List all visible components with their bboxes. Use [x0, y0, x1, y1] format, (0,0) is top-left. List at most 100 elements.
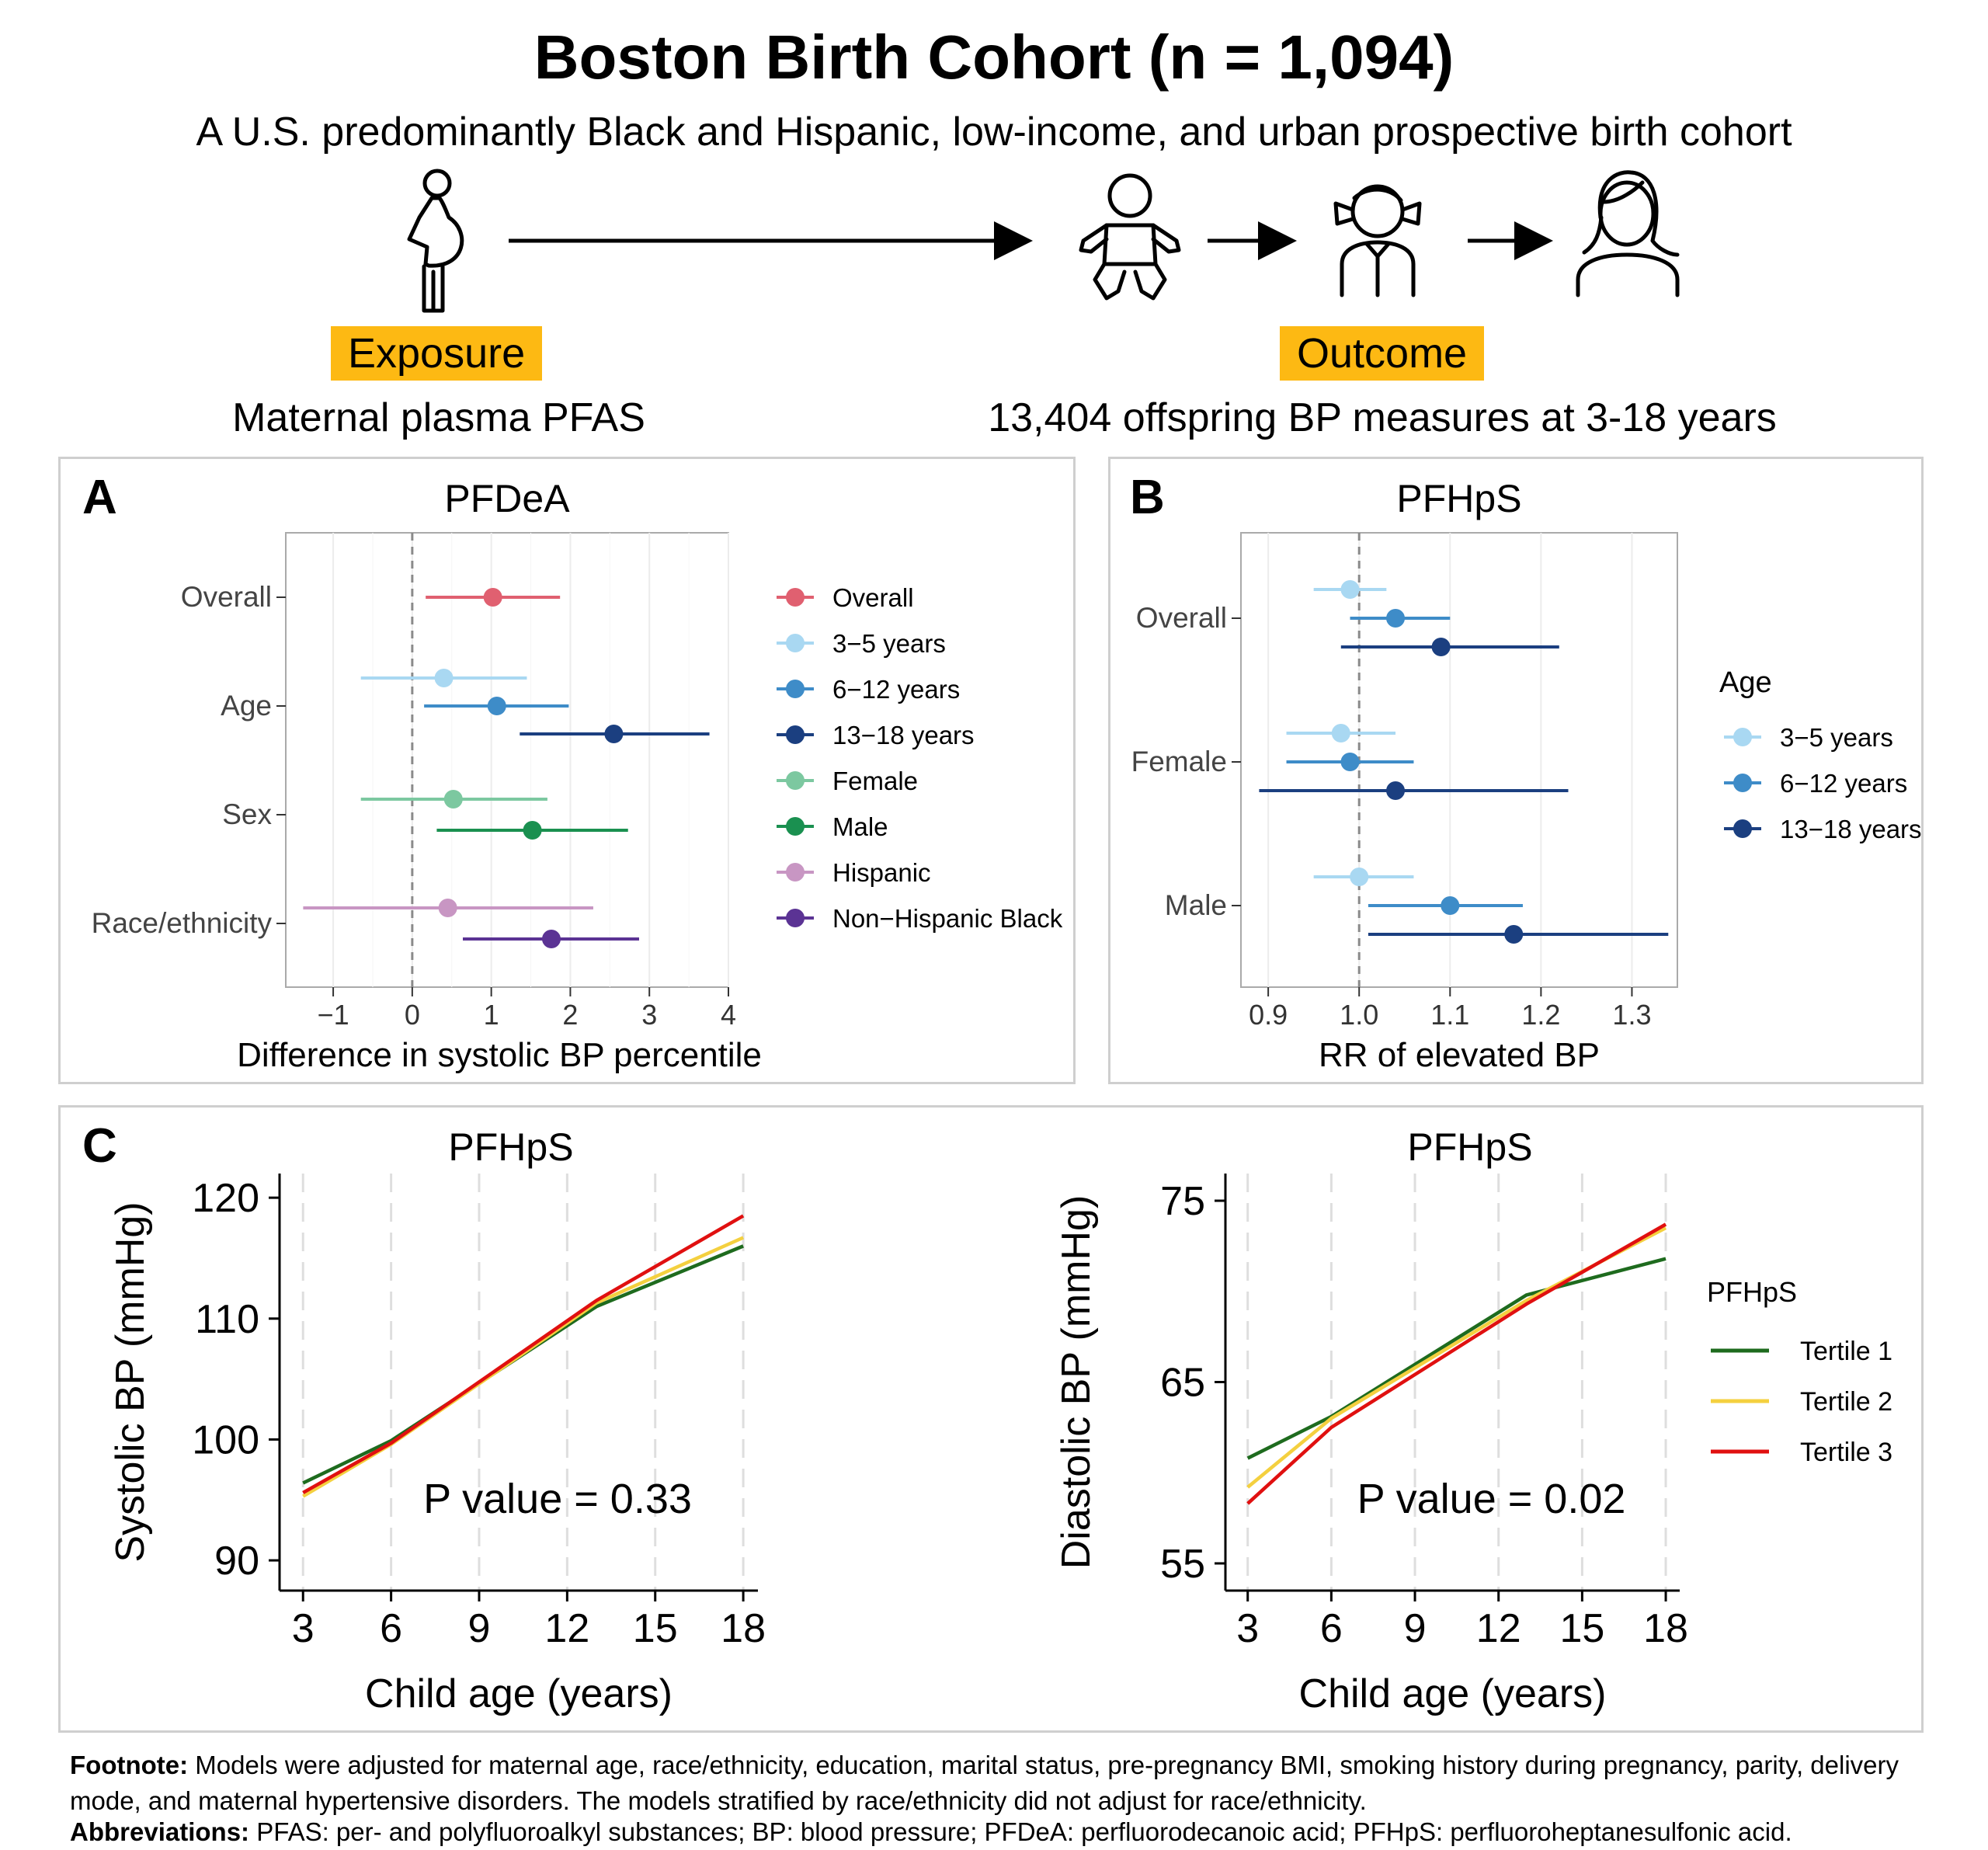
y-tick-label: Female [1131, 746, 1227, 777]
series-line [302, 1244, 744, 1485]
estimate-point [1431, 638, 1451, 656]
abbreviations-label: Abbreviations: [70, 1817, 250, 1846]
y-axis-label: Systolic BP (mmHg) [108, 1201, 153, 1562]
x-tick-label: 18 [721, 1606, 766, 1651]
y-tick-label: Age [221, 690, 272, 722]
legend-marker [1733, 774, 1752, 792]
p-value-annotation: P value = 0.02 [1357, 1476, 1626, 1522]
legend-label: 3−5 years [832, 629, 946, 658]
x-tick-label: 3 [1236, 1606, 1259, 1651]
x-axis-label: Child age (years) [1299, 1671, 1607, 1716]
estimate-point [483, 588, 502, 607]
panel-label-b: B [1130, 471, 1165, 524]
timeline [407, 169, 1680, 313]
footnote: Footnote: Models were adjusted for mater… [70, 1747, 1934, 1819]
exposure-tag: Exposure [331, 326, 543, 381]
legend-label: 3−5 years [1780, 723, 1893, 752]
panel-label-c: C [82, 1119, 117, 1173]
x-tick-label: 6 [1320, 1606, 1343, 1651]
y-tick-label: 65 [1160, 1361, 1205, 1406]
legend-label: Tertile 2 [1800, 1387, 1892, 1417]
estimate-point [438, 899, 457, 917]
legend-marker [786, 588, 805, 607]
x-tick-label: 9 [468, 1606, 491, 1651]
estimate-point [604, 725, 624, 743]
x-axis-label: Difference in systolic BP percentile [237, 1036, 762, 1074]
trajectory-plots: C PFHpS 3 6 9 12 15 18 90 100 110 120 Child age (yea… [82, 1119, 1892, 1716]
estimate-point [443, 790, 463, 809]
legend-marker [786, 909, 805, 927]
x-tick-label: 4 [721, 999, 736, 1031]
chart-title: PFHpS [1396, 477, 1521, 520]
legend-label: 6−12 years [832, 675, 960, 704]
estimate-point [487, 697, 506, 715]
pregnant-woman-icon [407, 169, 464, 313]
footnote-label: Footnote: [70, 1751, 189, 1779]
x-tick-label: 9 [1404, 1606, 1427, 1651]
estimate-point [1504, 925, 1524, 944]
series-line [1246, 1222, 1667, 1505]
child-icon [1333, 184, 1422, 297]
adolescent-icon [1576, 170, 1680, 297]
x-tick-label: 0 [405, 999, 420, 1031]
y-axis-label: Diastolic BP (mmHg) [1054, 1195, 1099, 1570]
panel-a: A PFDeA −1 0 1 2 3 4 Difference in systolic BP p… [58, 457, 1076, 1084]
panel-c: C PFHpS 3 6 9 12 15 18 90 100 110 120 Child age (yea… [58, 1105, 1924, 1733]
legend-label: Female [832, 767, 918, 795]
panel-label-a: A [82, 471, 117, 524]
estimate-point [1331, 724, 1350, 742]
y-tick-label: 75 [1160, 1179, 1205, 1224]
x-tick-label: 0.9 [1249, 999, 1288, 1031]
forest-plot-pfhps: B PFHpS 0.9 1.0 1.1 1.2 1.3 RR of elevated BP Ov… [1130, 471, 1922, 1074]
series-line [1246, 1257, 1667, 1460]
y-tick-label: Male [1165, 889, 1227, 921]
legend-marker [786, 771, 805, 790]
p-value-annotation: P value = 0.33 [423, 1476, 692, 1522]
footnote-text: Models were adjusted for maternal age, r… [70, 1751, 1899, 1815]
legend-marker [786, 680, 805, 698]
legend-label: 13−18 years [1780, 815, 1921, 843]
exposure-desc: Maternal plasma PFAS [232, 395, 645, 440]
legend-marker [786, 725, 805, 744]
abbreviations: Abbreviations: PFAS: per- and polyfluoro… [70, 1814, 1934, 1850]
legend-label: 6−12 years [1780, 769, 1907, 798]
legend-title: Age [1719, 666, 1772, 699]
abbreviations-text: PFAS: per- and polyfluoroalkyl substance… [249, 1817, 1792, 1846]
legend-label: Male [832, 812, 888, 841]
x-tick-label: 1.3 [1612, 999, 1651, 1031]
x-tick-label: 3 [292, 1606, 315, 1651]
plot-area [1240, 532, 1678, 988]
x-axis-label: Child age (years) [365, 1671, 673, 1716]
legend-label: Hispanic [832, 858, 931, 887]
x-tick-label: 1 [484, 999, 499, 1031]
outcome-desc: 13,404 offspring BP measures at 3-18 yea… [988, 395, 1777, 440]
x-tick-label: 2 [562, 999, 578, 1031]
x-tick-label: 6 [380, 1606, 402, 1651]
outcome-tag: Outcome [1280, 326, 1485, 381]
legend-label: Tertile 3 [1800, 1438, 1892, 1467]
panel-b: B PFHpS 0.9 1.0 1.1 1.2 1.3 RR of elevated BP Ov… [1108, 457, 1924, 1084]
y-tick-label: 120 [192, 1176, 259, 1221]
estimate-point [1340, 753, 1360, 771]
legend-marker [1733, 728, 1752, 746]
legend-label: 13−18 years [832, 721, 975, 749]
plot-area [285, 532, 729, 988]
estimate-point [1441, 896, 1460, 915]
diastolic-plot: PFHpS 3 6 9 12 15 18 55 65 75 Child age (years) Dia… [1054, 1125, 1688, 1716]
y-tick-label: 90 [214, 1539, 259, 1584]
estimate-point [1350, 868, 1369, 886]
figure-title: Boston Birth Cohort (n = 1,094) [533, 23, 1455, 92]
x-tick-label: 1.0 [1340, 999, 1378, 1031]
estimate-point [1386, 609, 1406, 628]
chart-title: PFHpS [448, 1125, 573, 1169]
chart-title: PFHpS [1407, 1125, 1532, 1169]
x-tick-label: 15 [633, 1606, 678, 1651]
x-tick-label: 3 [641, 999, 657, 1031]
y-tick-label: 100 [192, 1417, 259, 1462]
estimate-point [434, 669, 454, 687]
legend-label: Overall [832, 583, 914, 612]
y-tick-label: 110 [195, 1297, 259, 1342]
chart-title: PFDeA [444, 477, 570, 520]
forest-plot-pfdea: A PFDeA −1 0 1 2 3 4 Difference in systolic BP p… [82, 471, 1063, 1074]
estimate-point [1340, 580, 1360, 599]
